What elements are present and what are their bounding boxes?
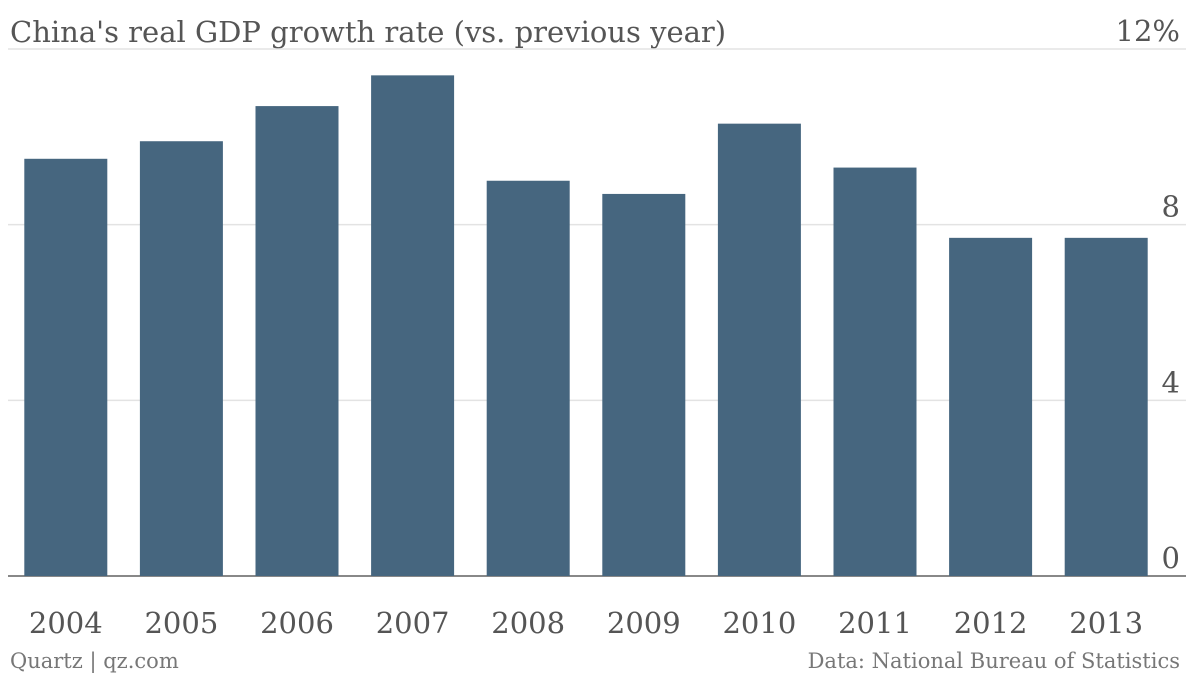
x-tick-label: 2010 (722, 606, 796, 640)
x-tick-label: 2013 (1069, 606, 1143, 640)
y-tick-label: 4 (1162, 365, 1180, 399)
y-tick-label: 12% (1116, 14, 1180, 48)
bar (1064, 237, 1148, 576)
y-tick-label: 8 (1162, 190, 1180, 224)
bar (602, 193, 686, 577)
bar (949, 237, 1033, 576)
bar (255, 106, 339, 576)
credit: Quartz | qz.com (10, 649, 179, 674)
bar (139, 141, 223, 576)
x-tick-label: 2005 (144, 606, 218, 640)
x-tick-label: 2006 (260, 606, 334, 640)
x-tick-label: 2007 (376, 606, 450, 640)
x-tick-label: 2011 (838, 606, 912, 640)
chart-title: China's real GDP growth rate (vs. previo… (10, 15, 726, 49)
bar (717, 123, 801, 577)
x-tick-label: 2009 (607, 606, 681, 640)
bar (24, 158, 108, 576)
source: Data: National Bureau of Statistics (808, 649, 1180, 673)
bar (486, 180, 570, 576)
y-tick-label: 0 (1162, 541, 1180, 575)
bar (833, 167, 917, 576)
x-tick-label: 2004 (29, 606, 103, 640)
bar (371, 75, 455, 576)
x-tick-label: 2012 (954, 606, 1028, 640)
x-tick-label: 2008 (491, 606, 565, 640)
